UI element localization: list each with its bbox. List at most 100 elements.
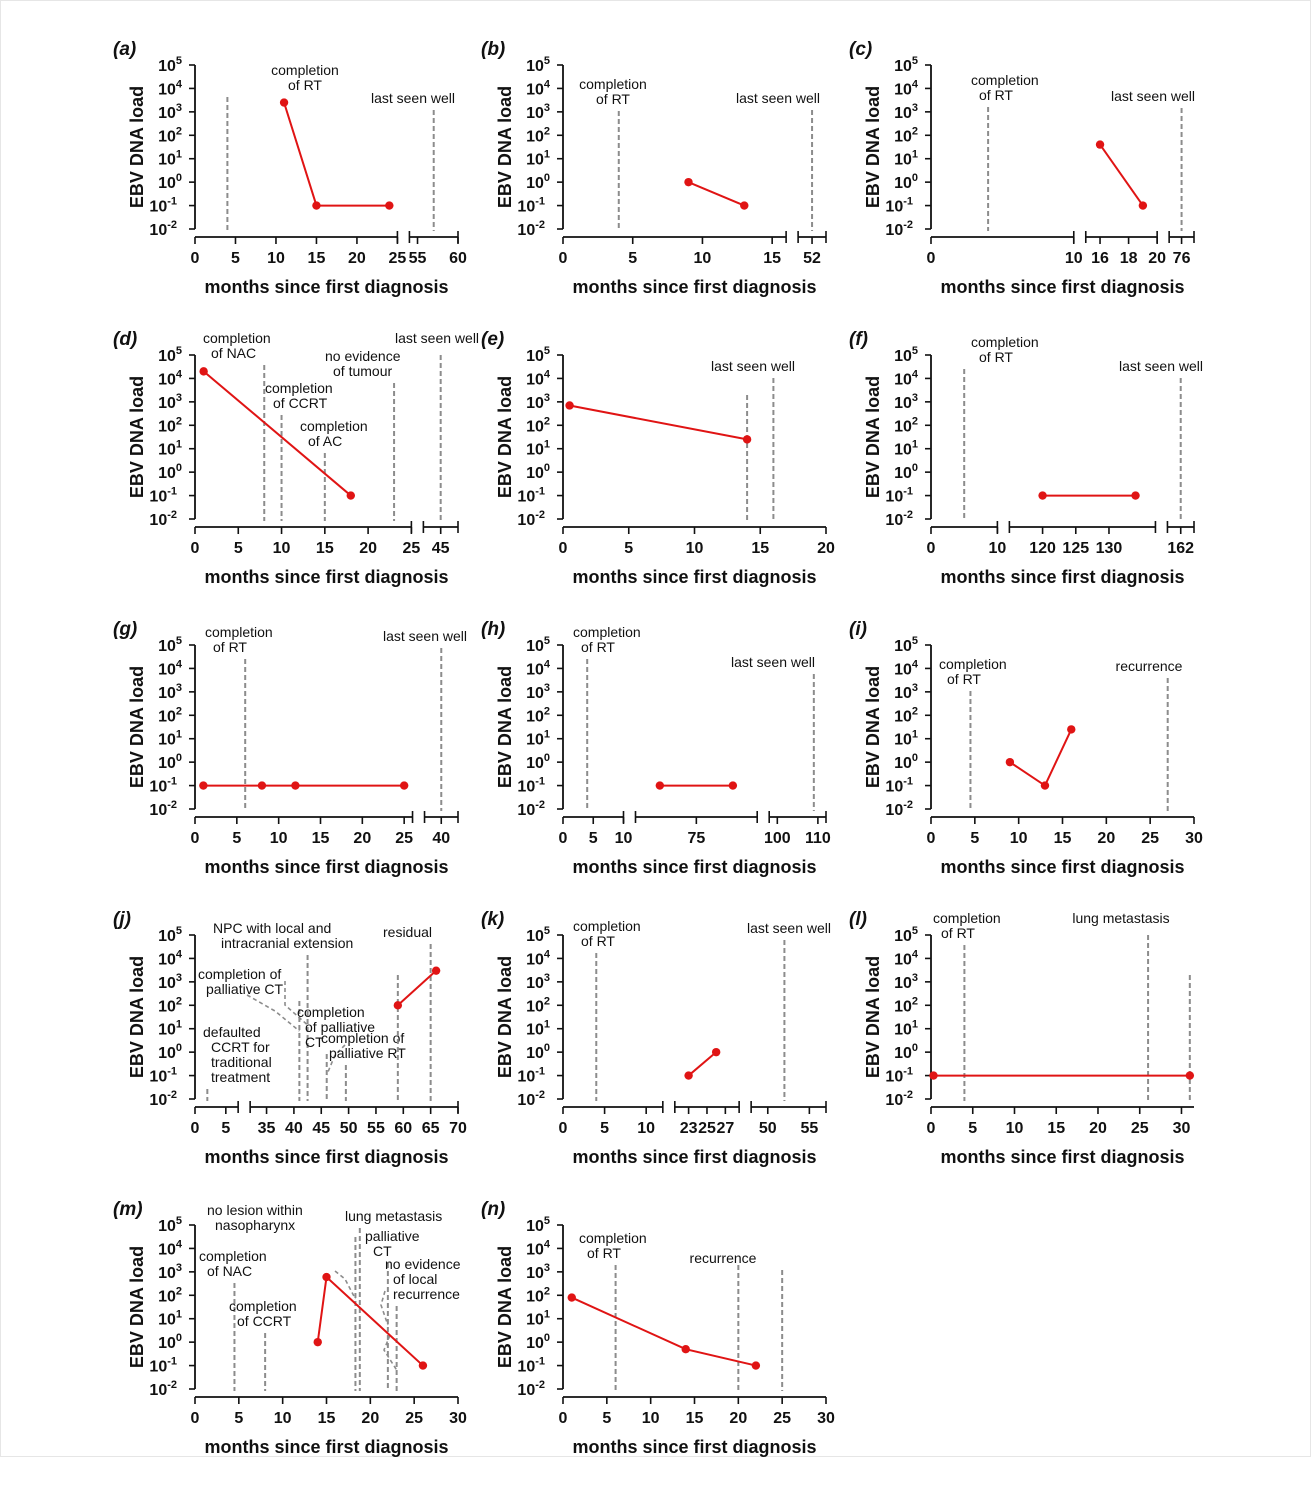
y-tick-label: 105: [526, 635, 550, 655]
x-tick-label: 120: [1029, 540, 1056, 557]
x-axis-label: months since first diagnosis: [204, 1437, 448, 1457]
x-tick-label: 20: [359, 540, 377, 557]
y-tick-label: 101: [894, 729, 918, 749]
data-point: [291, 781, 300, 790]
x-axis-label: months since first diagnosis: [940, 1147, 1184, 1167]
y-tick-label: 101: [894, 1019, 918, 1039]
panel-label: (l): [849, 909, 867, 930]
x-tick-label: 15: [312, 830, 330, 847]
x-tick-label: 25: [1141, 830, 1159, 847]
x-tick-label: 18: [1120, 250, 1138, 267]
y-tick-label: 104: [158, 1238, 183, 1258]
x-tick-label: 10: [637, 1120, 655, 1137]
panel-label: (n): [481, 1199, 505, 1220]
y-tick-label: 102: [526, 415, 550, 435]
x-tick-label: 5: [968, 1120, 977, 1137]
x-tick-label: 0: [559, 830, 568, 847]
data-point: [1067, 725, 1076, 734]
x-tick-label: 5: [970, 830, 979, 847]
y-tick-label: 101: [526, 439, 550, 459]
x-tick-label: 5: [234, 540, 243, 557]
y-tick-label: 101: [526, 1309, 550, 1329]
x-tick-label: 35: [258, 1120, 276, 1137]
event-annotation: recurrence: [690, 1250, 757, 1266]
y-tick-label: 105: [894, 345, 918, 365]
y-tick-label: 105: [158, 635, 182, 655]
y-tick-label: 10-1: [149, 1356, 177, 1376]
y-axis-label: EBV DNA load: [127, 956, 147, 1078]
data-point: [655, 781, 665, 790]
x-tick-label: 5: [231, 250, 240, 267]
x-tick-label: 0: [191, 1410, 200, 1427]
x-tick-label: 55: [800, 1120, 818, 1137]
event-leader-line: [246, 994, 300, 1032]
y-tick-label: 103: [158, 972, 182, 992]
event-annotation: completion of RT: [933, 910, 1001, 941]
y-tick-label: 105: [526, 345, 550, 365]
panel-label: (j): [113, 909, 131, 930]
data-point: [684, 177, 693, 187]
series-line: [1009, 728, 1073, 788]
y-tick-label: 102: [894, 415, 918, 435]
data-point: [711, 1047, 721, 1057]
x-tick-label: 50: [340, 1120, 358, 1137]
data-point: [1095, 140, 1105, 149]
y-axis-label: EBV DNA load: [495, 86, 515, 208]
y-tick-label: 10-2: [885, 219, 913, 239]
x-tick-label: 20: [353, 830, 371, 847]
y-tick-label: 101: [158, 1309, 182, 1329]
data-point: [742, 435, 752, 444]
x-axis-label: months since first diagnosis: [940, 567, 1184, 587]
y-tick-label: 10-1: [885, 196, 913, 216]
data-point: [257, 781, 267, 790]
data-point: [279, 98, 289, 107]
data-point: [431, 966, 441, 975]
y-axis-label: EBV DNA load: [127, 666, 147, 788]
event-annotation: completion of NAC: [199, 1248, 267, 1279]
y-tick-label: 10-2: [517, 1379, 545, 1399]
x-tick-label: 0: [559, 540, 568, 557]
y-tick-label: 10-1: [149, 776, 177, 796]
x-tick-label: 30: [1185, 830, 1203, 847]
y-tick-label: 10-2: [149, 799, 177, 819]
x-tick-label: 55: [367, 1120, 385, 1137]
y-tick-label: 102: [894, 125, 918, 145]
y-tick-label: 100: [526, 752, 550, 772]
y-axis-label: EBV DNA load: [495, 956, 515, 1078]
chart-panel-e: (e) 10-2 10-1 100 101 102 103 104 105 EBV DNA loa…: [481, 329, 841, 619]
data-point: [1185, 1071, 1195, 1080]
y-tick-label: 104: [158, 78, 183, 98]
y-tick-label: 101: [894, 149, 918, 169]
x-tick-label: 5: [589, 830, 598, 847]
x-axis-label: months since first diagnosis: [572, 567, 816, 587]
data-point: [346, 491, 355, 500]
x-tick-label: 23: [680, 1120, 698, 1137]
y-tick-label: 10-2: [149, 219, 177, 239]
x-tick-label: 5: [600, 1120, 609, 1137]
data-point: [1038, 491, 1047, 500]
x-tick-label: 0: [559, 1120, 568, 1137]
x-axis-label: months since first diagnosis: [204, 567, 448, 587]
x-tick-label: 15: [1047, 1120, 1065, 1137]
x-tick-label: 10: [1006, 1120, 1024, 1137]
panel-label: (m): [113, 1199, 143, 1220]
event-annotation: last seen well: [395, 330, 479, 346]
x-tick-label: 25: [405, 1410, 423, 1427]
figure: (a) 10-2 10-1 100 101 102 103 104 105 EBV DNA loa…: [0, 0, 1311, 1457]
y-tick-label: 104: [526, 78, 551, 98]
x-tick-label: 0: [191, 1120, 200, 1137]
x-tick-label: 110: [805, 830, 831, 847]
event-annotation: last seen well: [736, 90, 820, 106]
event-annotation: lung metastasis: [1072, 910, 1169, 926]
y-axis-label: EBV DNA load: [495, 376, 515, 498]
y-tick-label: 10-1: [885, 1066, 913, 1086]
y-tick-label: 101: [158, 149, 182, 169]
data-point: [681, 1344, 690, 1354]
event-annotation: completion of palliative RT: [321, 1030, 406, 1061]
y-tick-label: 10-2: [517, 1089, 545, 1109]
y-tick-label: 104: [894, 78, 919, 98]
y-tick-label: 102: [526, 125, 550, 145]
event-leader-line: [284, 981, 309, 1026]
